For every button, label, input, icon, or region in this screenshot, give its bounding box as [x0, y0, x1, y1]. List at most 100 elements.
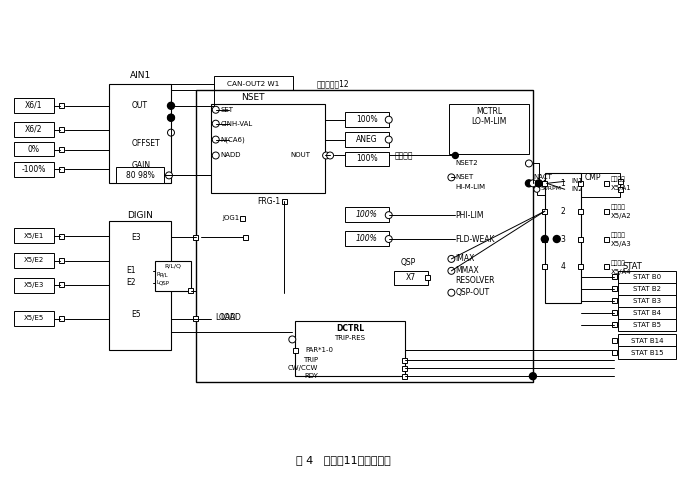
- Text: E5: E5: [131, 310, 141, 319]
- Text: FLD-WEAK: FLD-WEAK: [455, 235, 495, 243]
- Text: NADD: NADD: [221, 153, 241, 158]
- Bar: [545, 173, 581, 303]
- Text: OFFSET: OFFSET: [131, 139, 160, 148]
- Bar: [402, 374, 407, 379]
- Text: 接线端子: 接线端子: [611, 204, 625, 210]
- Bar: [345, 152, 389, 167]
- Text: X5/E5: X5/E5: [23, 315, 44, 321]
- Circle shape: [448, 256, 455, 262]
- Text: STAT B15: STAT B15: [631, 350, 664, 356]
- Bar: [612, 338, 617, 343]
- Bar: [345, 112, 389, 127]
- Bar: [193, 235, 199, 240]
- Text: QSP: QSP: [401, 258, 416, 268]
- Bar: [542, 264, 548, 270]
- Text: 100%: 100%: [356, 210, 378, 219]
- Text: NOUT: NOUT: [290, 153, 311, 158]
- Text: X5/A3: X5/A3: [611, 241, 631, 247]
- Circle shape: [526, 180, 532, 187]
- Text: N(CA6): N(CA6): [221, 136, 245, 143]
- Text: IN2: IN2: [572, 186, 583, 192]
- Text: STAT B2: STAT B2: [633, 286, 662, 292]
- Text: X5/E1: X5/E1: [23, 232, 44, 239]
- Text: R/L/Q: R/L/Q: [164, 263, 181, 269]
- Bar: [14, 98, 54, 113]
- Text: 3: 3: [561, 235, 565, 243]
- Text: STAT B3: STAT B3: [633, 298, 662, 304]
- Circle shape: [168, 114, 174, 121]
- Circle shape: [212, 120, 219, 127]
- Text: MCTRL: MCTRL: [476, 107, 502, 116]
- Text: CW/CCW: CW/CCW: [288, 365, 318, 371]
- Circle shape: [448, 268, 455, 274]
- Text: 速度给定: 速度给定: [395, 151, 413, 160]
- Bar: [604, 237, 609, 242]
- Text: FRG-1: FRG-1: [257, 197, 280, 206]
- Circle shape: [535, 180, 542, 187]
- Text: AIN1: AIN1: [130, 71, 151, 81]
- Text: RESOLVER: RESOLVER: [455, 276, 495, 285]
- Text: ANEG: ANEG: [356, 135, 378, 143]
- Text: L: L: [157, 280, 159, 285]
- Text: NSET: NSET: [455, 174, 473, 180]
- Bar: [612, 310, 617, 315]
- Text: GAIN: GAIN: [131, 161, 150, 170]
- Bar: [14, 228, 54, 243]
- Bar: [295, 321, 405, 376]
- Text: X5/E3: X5/E3: [23, 282, 44, 288]
- Bar: [59, 167, 64, 172]
- Bar: [618, 295, 676, 308]
- Text: 100%: 100%: [356, 155, 378, 163]
- Circle shape: [534, 186, 540, 192]
- Text: 接线端子: 接线端子: [611, 232, 625, 238]
- Bar: [618, 271, 676, 284]
- Bar: [604, 181, 609, 186]
- Text: STAT B0: STAT B0: [633, 274, 662, 280]
- Bar: [578, 264, 583, 270]
- Text: X6/2: X6/2: [25, 125, 43, 134]
- Text: 接线端子: 接线端子: [611, 177, 625, 182]
- Bar: [542, 181, 548, 186]
- Text: E2: E2: [126, 278, 136, 287]
- Circle shape: [385, 236, 392, 242]
- Text: QSP-OUT: QSP-OUT: [455, 288, 489, 297]
- Bar: [578, 209, 583, 213]
- Circle shape: [553, 236, 560, 242]
- Text: RDY: RDY: [304, 373, 318, 379]
- Text: X5/A1: X5/A1: [611, 185, 631, 191]
- Text: OUT: OUT: [131, 101, 147, 110]
- Bar: [59, 282, 64, 287]
- Bar: [243, 235, 248, 240]
- Text: JOG1: JOG1: [223, 215, 240, 221]
- Circle shape: [166, 172, 172, 179]
- Text: STAT B5: STAT B5: [633, 322, 662, 328]
- Bar: [211, 104, 325, 193]
- Bar: [618, 319, 676, 331]
- Circle shape: [385, 116, 392, 123]
- Bar: [155, 261, 191, 291]
- Bar: [449, 104, 529, 154]
- Circle shape: [385, 136, 392, 143]
- Bar: [402, 358, 407, 363]
- Bar: [116, 168, 164, 184]
- Text: CMP: CMP: [585, 173, 601, 182]
- Bar: [612, 286, 617, 291]
- Text: E1: E1: [126, 266, 136, 275]
- Circle shape: [212, 136, 219, 143]
- Bar: [14, 253, 54, 268]
- Text: STAT: STAT: [622, 262, 642, 271]
- Circle shape: [530, 373, 537, 380]
- Bar: [618, 283, 676, 296]
- Text: STAT B14: STAT B14: [631, 338, 664, 344]
- Bar: [109, 84, 171, 184]
- Text: -100%: -100%: [21, 165, 46, 174]
- Text: 图 4   变频器11信号流程图: 图 4 变频器11信号流程图: [296, 455, 391, 465]
- Text: X6/1: X6/1: [25, 101, 43, 110]
- Text: STAT B4: STAT B4: [633, 310, 662, 316]
- Bar: [109, 221, 171, 350]
- Text: X7: X7: [405, 273, 416, 282]
- Text: TRIP-RES: TRIP-RES: [335, 335, 365, 341]
- Text: SET: SET: [221, 107, 234, 113]
- Bar: [537, 181, 565, 195]
- Circle shape: [168, 114, 174, 121]
